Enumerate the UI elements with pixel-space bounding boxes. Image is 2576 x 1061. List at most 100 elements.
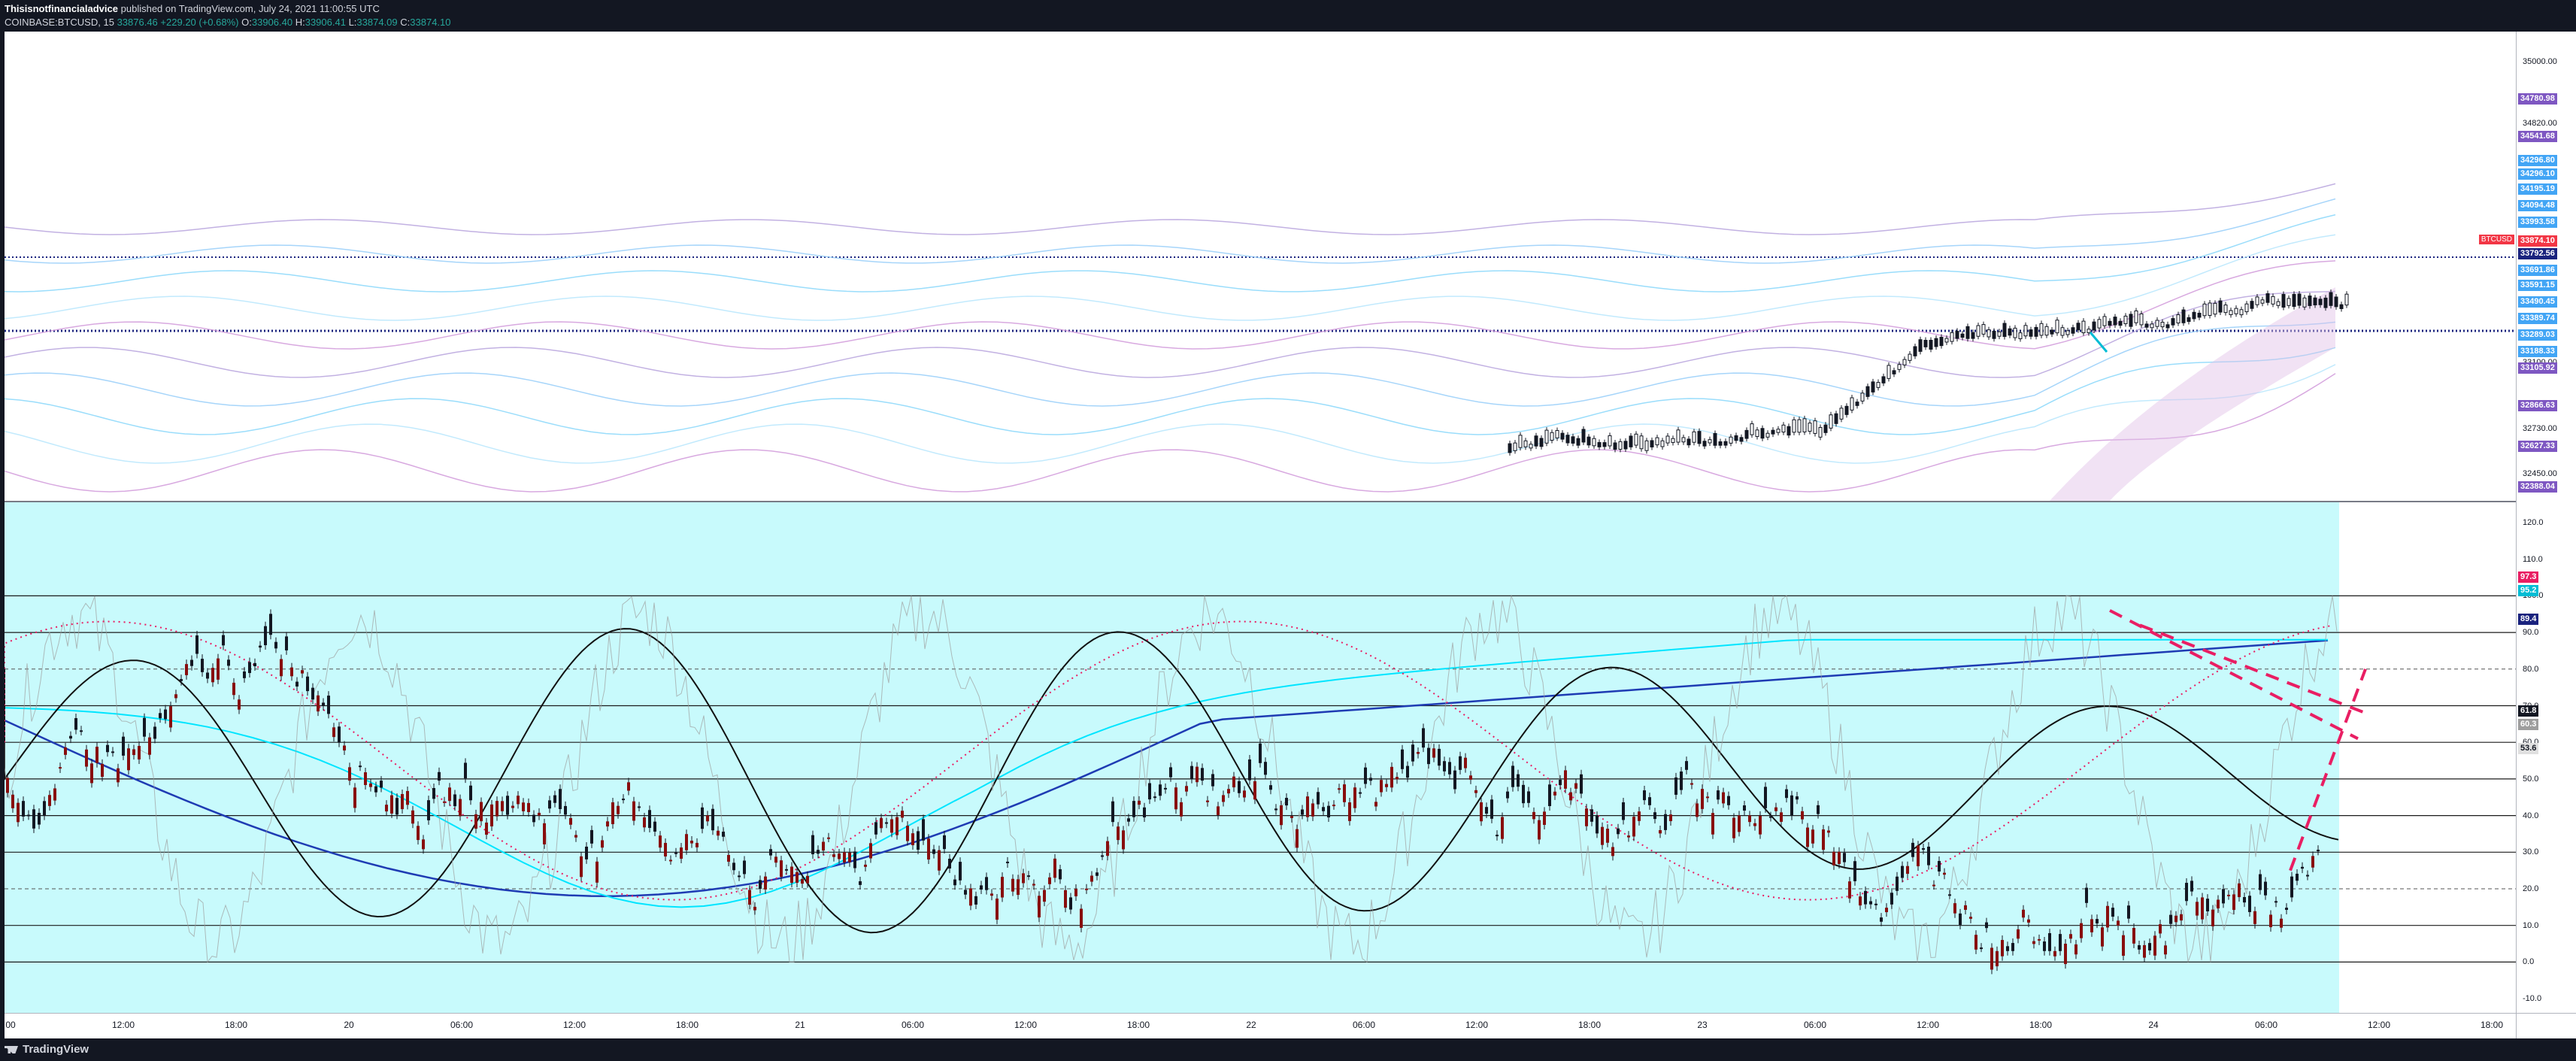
price-candle-body [2292, 293, 2296, 308]
price-candle-body [1587, 436, 1591, 446]
osc-candle-body [2174, 915, 2177, 923]
publisher-name[interactable]: Thisisnotfinancialadvice [5, 3, 118, 14]
osc-candle-body [943, 835, 946, 850]
oscillator-canvas[interactable] [5, 502, 2516, 1013]
osc-candle-body [1785, 789, 1788, 799]
symbol-name[interactable]: COINBASE:BTCUSD, 15 [5, 17, 114, 28]
osc-candle-body [153, 726, 156, 739]
oscillator-pane[interactable] [5, 502, 2516, 1013]
pane-separator[interactable] [5, 501, 2516, 502]
price-candle-body [1781, 424, 1786, 433]
price-candle-body [1860, 393, 1865, 402]
price-candle-body [1508, 443, 1512, 453]
time-tick: 12:00 [1014, 1020, 1038, 1030]
price-candle-body [2208, 302, 2212, 316]
osc-candle-body [1548, 784, 1551, 807]
osc-candle-body [638, 806, 641, 808]
price-candle-body [1850, 397, 1854, 411]
osc-candle-body [1974, 935, 1977, 950]
osc-candle-body [1369, 778, 1372, 781]
osc-candle-body [2296, 873, 2299, 881]
osc-candle-body [774, 856, 777, 863]
osc-candle-body [901, 811, 904, 818]
osc-candle-body [2238, 883, 2241, 898]
osc-candle-body [1622, 802, 1625, 820]
price-candle-body [2213, 302, 2217, 315]
osc-candle-body [1201, 768, 1204, 781]
osc-candle-body [174, 694, 177, 699]
price-candle-body [2339, 304, 2344, 309]
price-pane[interactable] [5, 32, 2516, 501]
osc-candle-body [206, 672, 209, 679]
osc-candle-body [1843, 853, 1846, 862]
price-candle-body [1871, 381, 1875, 393]
osc-candle-body [2017, 929, 2020, 939]
osc-candle-body [827, 837, 830, 839]
osc-candle-body [53, 788, 56, 801]
osc-candle-body [190, 659, 193, 666]
price-scale[interactable]: 35000.0034820.0034600.0033100.0032730.00… [2516, 32, 2576, 1013]
osc-candle-body [201, 659, 204, 672]
osc-candle-body [222, 635, 225, 646]
price-candle-body [1960, 333, 1965, 338]
price-candle-body [2050, 329, 2054, 335]
osc-candle-body [406, 790, 409, 805]
osc-candle-body [1132, 801, 1135, 817]
osc-candle-body [1327, 805, 1330, 818]
osc-candle-body [1901, 865, 1904, 878]
price-candle-body [1913, 346, 1917, 356]
price-level-label: 33691.86 [2518, 265, 2557, 276]
osc-candle-body [1406, 765, 1409, 778]
osc-tick: 80.0 [2523, 664, 2539, 674]
price-candle-body [2255, 296, 2259, 305]
osc-candle-body [280, 659, 283, 677]
osc-candle-body [732, 862, 735, 871]
price-level-label: 33993.58 [2518, 217, 2557, 228]
osc-candle-body [2022, 909, 2025, 918]
osc-candle-body [1917, 845, 1920, 867]
osc-candle-body [1817, 805, 1820, 814]
osc-candle-body [1822, 829, 1825, 850]
brand-name: TradingView [23, 1043, 89, 1056]
osc-candle-body [817, 850, 820, 854]
osc-candle-body [374, 786, 377, 793]
price-candle-body [2013, 327, 2017, 338]
osc-candle-body [1059, 869, 1062, 880]
osc-candle-body [580, 856, 583, 878]
osc-candle-body [311, 687, 314, 700]
price-candle-body [1776, 429, 1780, 433]
price-candle-body [1734, 435, 1738, 441]
osc-candle-body [95, 747, 98, 763]
osc-candle-body [590, 829, 593, 844]
osc-candle-body [169, 706, 172, 728]
osc-candle-body [927, 838, 930, 860]
osc-candle-body [1501, 817, 1504, 839]
time-tick: 12:00 [2367, 1020, 2391, 1030]
price-candle-body [2065, 330, 2070, 335]
price-chart-canvas[interactable] [5, 32, 2516, 501]
osc-candle-body [248, 662, 251, 674]
time-scale[interactable]: 00 12:00 18:00 20 06:00 12:00 18:00 21 06:00 12:0… [5, 1013, 2516, 1039]
tradingview-logo[interactable]: TradingView [5, 1043, 89, 1056]
osc-candle-body [932, 849, 935, 854]
price-candle-body [2276, 301, 2281, 306]
osc-candle-body [1017, 879, 1020, 896]
price-level-label: 34296.10 [2518, 168, 2557, 180]
osc-candle-body [285, 636, 288, 650]
osc-candle-body [711, 808, 714, 831]
osc-candle-body [1553, 791, 1556, 796]
price-candle-body [2102, 316, 2107, 326]
osc-candle-body [1306, 796, 1309, 817]
osc-candle-body [1859, 896, 1862, 906]
osc-candle-body [1532, 811, 1535, 820]
osc-candle-body [1680, 771, 1683, 790]
osc-candle-body [1564, 770, 1567, 789]
time-tick: 18:00 [2029, 1020, 2053, 1030]
price-candle-body [1550, 432, 1554, 441]
osc-candle-body [1801, 811, 1804, 820]
envelope-band-line [5, 214, 2336, 293]
osc-candle-body [1111, 801, 1114, 823]
osc-candle-body [1485, 807, 1488, 814]
osc-candle-body [1106, 841, 1109, 856]
slow-ma-line [5, 639, 2329, 897]
